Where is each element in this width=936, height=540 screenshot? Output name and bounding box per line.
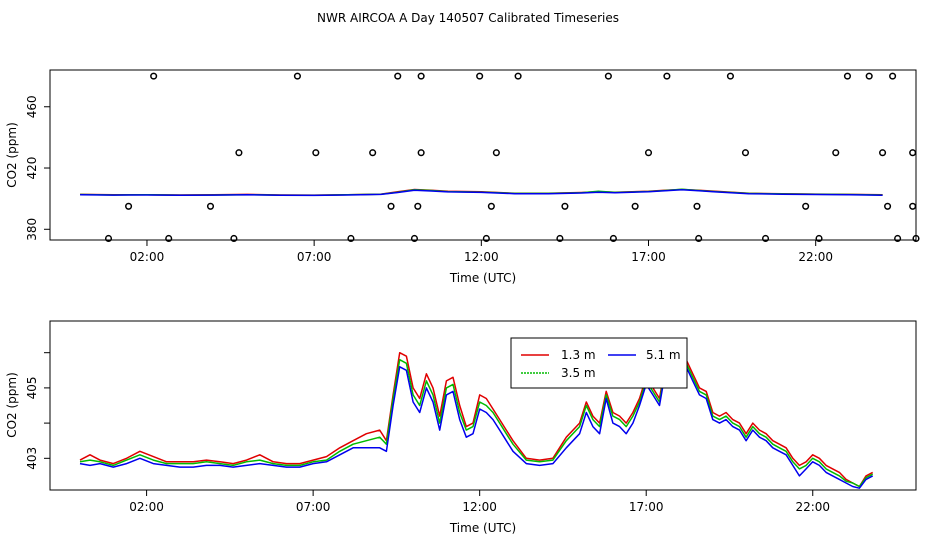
top-x-tick-label: 02:00: [130, 250, 165, 264]
top-marker: [815, 234, 823, 243]
figure-title: NWR AIRCOA A Day 140507 Calibrated Times…: [317, 11, 619, 25]
top-marker: [909, 149, 917, 157]
top-marker: [487, 202, 495, 210]
top-y-tick-label: 460: [25, 95, 39, 118]
top-marker: [312, 149, 320, 157]
top-y-tick-label: 420: [25, 157, 39, 180]
top-marker: [514, 72, 522, 80]
bottom-y-axis: 403 405: [25, 352, 50, 470]
top-marker: [165, 234, 173, 243]
top-marker: [604, 72, 612, 80]
top-marker: [695, 234, 703, 243]
bottom-x-tick-label: 22:00: [795, 500, 830, 514]
top-marker: [802, 202, 810, 210]
top-marker: [230, 234, 238, 243]
top-marker: [104, 234, 113, 243]
bottom-y-label: CO2 (ppm): [5, 372, 19, 438]
top-marker: [492, 149, 500, 157]
top-series: [80, 72, 920, 243]
top-marker: [417, 149, 425, 157]
top-marker: [761, 234, 770, 243]
top-marker: [663, 72, 671, 80]
top-plot-frame: [49, 69, 917, 241]
top-marker: [410, 234, 419, 243]
legend-label-3-5m: 3.5 m: [561, 366, 596, 380]
top-marker: [125, 202, 133, 210]
top-marker: [235, 149, 243, 157]
top-marker: [832, 149, 840, 157]
top-y-tick-label: 380: [25, 218, 39, 241]
top-x-tick-label: 17:00: [631, 250, 666, 264]
top-series-line-2: [80, 189, 883, 197]
bottom-plot-frame: [49, 320, 917, 491]
top-x-label: Time (UTC): [449, 271, 516, 285]
legend-label-1-3m: 1.3 m: [561, 348, 596, 362]
bottom-x-tick-label: 12:00: [462, 500, 497, 514]
legend: 1.3 m 5.1 m 3.5 m: [510, 337, 688, 389]
bottom-y-tick-label: 405: [25, 376, 39, 399]
top-marker: [741, 149, 750, 157]
top-marker: [644, 149, 653, 157]
top-y-label: CO2 (ppm): [5, 122, 19, 188]
bottom-x-tick-label: 02:00: [129, 500, 164, 514]
top-x-axis: 02:00 07:00 12:00 17:00 22:00: [130, 240, 833, 264]
top-marker: [414, 202, 422, 210]
top-marker: [889, 72, 897, 80]
bottom-series: [79, 341, 874, 489]
top-marker: [369, 149, 377, 157]
top-marker: [843, 72, 852, 80]
top-marker: [631, 202, 639, 210]
top-marker: [693, 202, 701, 210]
top-marker: [726, 72, 734, 80]
top-marker: [482, 234, 490, 243]
top-marker: [387, 202, 395, 210]
top-marker: [884, 202, 892, 210]
top-marker: [417, 72, 425, 80]
top-marker: [476, 72, 484, 80]
bottom-panel: 403 405 02:00 07:00 12:00 17:00 22:00 Time (U…: [5, 320, 917, 535]
top-marker: [394, 72, 402, 80]
bottom-y-tick-label: 403: [25, 447, 39, 470]
bottom-series-line-0: [79, 344, 874, 488]
top-marker: [293, 72, 301, 80]
top-x-tick-label: 07:00: [297, 250, 332, 264]
top-marker: [912, 234, 920, 243]
bottom-x-label: Time (UTC): [449, 521, 516, 535]
top-marker: [894, 234, 902, 243]
bottom-x-axis: 02:00 07:00 12:00 17:00 22:00: [129, 490, 830, 514]
top-marker: [150, 72, 158, 80]
bottom-series-line-1: [79, 348, 874, 488]
bottom-x-tick-label: 17:00: [629, 500, 664, 514]
bottom-series-line-2: [79, 341, 874, 489]
top-marker: [561, 202, 569, 210]
top-marker: [879, 149, 887, 157]
top-x-tick-label: 22:00: [798, 250, 833, 264]
top-x-tick-label: 12:00: [464, 250, 499, 264]
top-marker: [909, 202, 917, 210]
top-marker: [206, 202, 215, 210]
top-marker: [347, 234, 355, 243]
top-panel: 380 420 460 02:00 07:00 12:00 17:00 22:00 Time…: [5, 69, 920, 285]
top-marker: [609, 234, 617, 243]
top-y-axis: 380 420 460: [25, 95, 50, 241]
top-marker: [865, 72, 873, 80]
bottom-x-tick-label: 07:00: [296, 500, 331, 514]
top-marker: [556, 234, 564, 243]
legend-label-5-1m: 5.1 m: [646, 348, 681, 362]
legend-box: [510, 337, 688, 389]
